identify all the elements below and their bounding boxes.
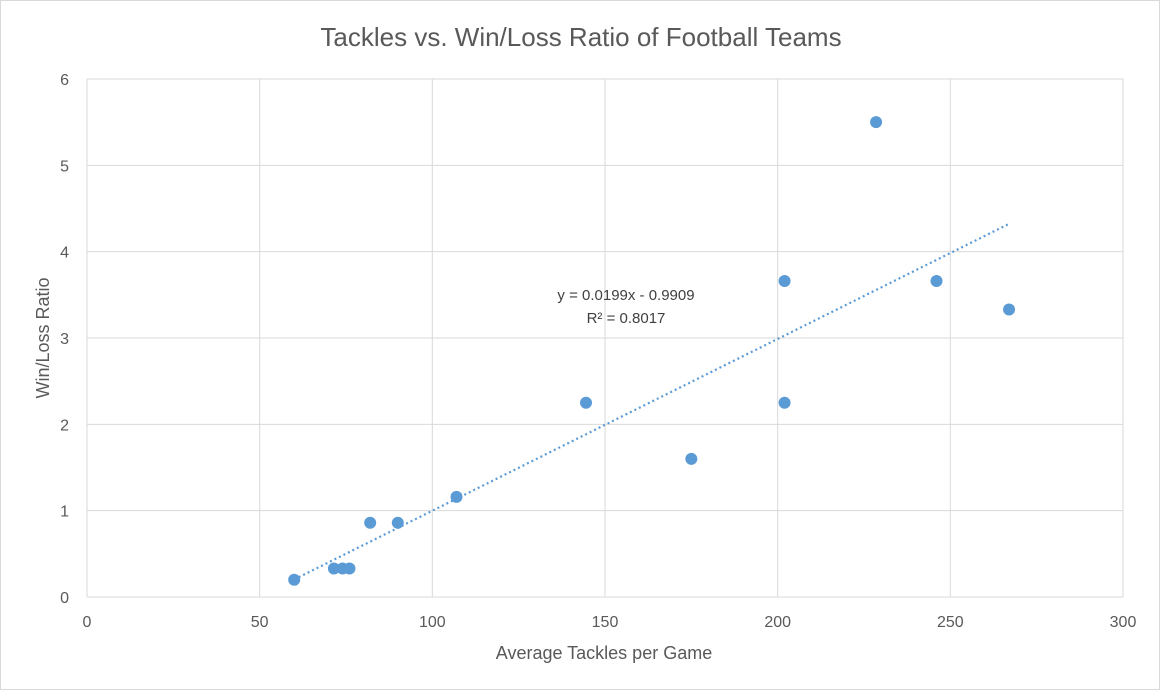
y-tick-label: 3 <box>60 331 69 348</box>
trendline-equation: y = 0.0199x - 0.9909 <box>557 287 694 304</box>
y-tick-label: 0 <box>60 590 69 607</box>
y-axis-title: Win/Loss Ratio <box>33 277 53 398</box>
y-tick-label: 6 <box>60 72 69 89</box>
data-point <box>450 490 463 503</box>
x-tick-label: 300 <box>1110 614 1137 631</box>
x-tick-label: 200 <box>764 614 791 631</box>
x-tick-label: 0 <box>83 614 92 631</box>
chart-title: Tackles vs. Win/Loss Ratio of Football T… <box>320 22 841 52</box>
tick-labels: 0 1 2 3 4 5 6 0 50 100 150 200 250 300 <box>60 72 1136 631</box>
y-tick-label: 1 <box>60 504 69 521</box>
data-point <box>930 275 943 288</box>
trendline <box>293 222 1010 581</box>
y-tick-label: 2 <box>60 417 69 434</box>
x-tick-label: 100 <box>419 614 446 631</box>
data-point <box>288 573 301 586</box>
data-points <box>288 116 1016 586</box>
data-point <box>778 396 791 409</box>
data-point <box>391 516 404 529</box>
trendline-r-squared: R² = 0.8017 <box>587 310 666 327</box>
data-point <box>343 562 356 575</box>
x-tick-label: 150 <box>592 614 619 631</box>
gridlines <box>86 78 1124 598</box>
x-axis-title: Average Tackles per Game <box>496 643 712 663</box>
data-point <box>580 396 593 409</box>
data-point <box>364 516 377 529</box>
data-point <box>870 116 883 129</box>
x-tick-label: 50 <box>251 614 269 631</box>
data-point <box>685 452 698 465</box>
y-tick-label: 5 <box>60 158 69 175</box>
x-tick-label: 250 <box>937 614 964 631</box>
y-tick-label: 4 <box>60 245 69 262</box>
data-point <box>327 562 340 575</box>
data-point <box>778 275 791 288</box>
data-point <box>1003 303 1016 316</box>
